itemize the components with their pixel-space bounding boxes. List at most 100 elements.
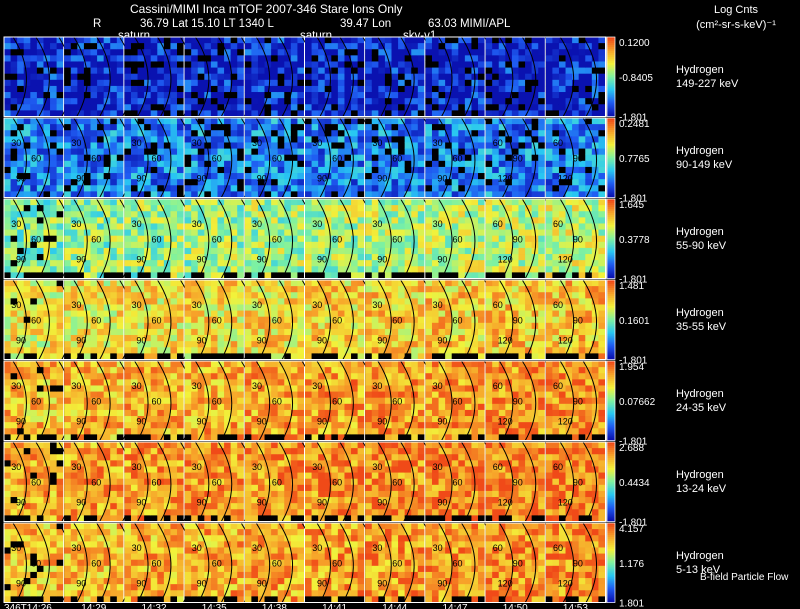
heatmap-pixel (184, 173, 192, 180)
heatmap-pixel (331, 98, 339, 105)
heatmap-pixel (56, 335, 64, 342)
heatmap-pixel (552, 211, 560, 218)
heatmap-pixel (525, 229, 533, 237)
heatmap-pixel (558, 191, 566, 198)
heatmap-pixel (357, 37, 365, 44)
heatmap-pixel (137, 211, 145, 218)
heatmap-pixel (284, 211, 292, 218)
heatmap-pixel (64, 335, 72, 342)
heatmap-pixel (572, 79, 580, 87)
colorbar-step (607, 133, 615, 137)
heatmap-pixel (56, 49, 64, 56)
heatmap-pixel (451, 142, 459, 149)
heatmap-pixel (230, 223, 238, 230)
heatmap-pixel (4, 341, 11, 348)
heatmap-pixel (277, 254, 285, 261)
heatmap-pixel (197, 136, 205, 143)
heatmap-pixel (525, 49, 533, 56)
heatmap-pixel (485, 322, 493, 330)
colorbar-step (607, 110, 615, 114)
heatmap-pixel (384, 185, 392, 192)
heatmap-pixel (538, 73, 546, 81)
heatmap-pixel (518, 254, 526, 261)
heatmap-pixel (404, 148, 412, 156)
heatmap-pixel (445, 241, 453, 249)
heatmap-pixel (64, 166, 72, 174)
heatmap-pixel (451, 173, 459, 180)
heatmap-pixel (451, 55, 459, 62)
heatmap-pixel (184, 79, 192, 87)
heatmap-pixel (237, 272, 245, 279)
heatmap-pixel (77, 73, 85, 81)
heatmap-pixel (357, 247, 365, 255)
heatmap-pixel (124, 61, 132, 68)
heatmap-pixel (103, 272, 111, 279)
heatmap-pixel (518, 37, 526, 44)
contour-line (582, 117, 597, 198)
heatmap-pixel (257, 353, 265, 360)
heatmap-pixel (50, 118, 58, 125)
heatmap-pixel (411, 154, 419, 162)
heatmap-pixel (150, 55, 158, 62)
heatmap-pixel (137, 304, 145, 311)
heatmap-pixel (324, 280, 332, 287)
heatmap-pixel (90, 173, 98, 180)
heatmap-pixel (478, 92, 485, 99)
heatmap-pixel (64, 92, 72, 99)
heatmap-pixel (305, 217, 312, 224)
heatmap-pixel (217, 98, 225, 105)
heatmap-pixel (357, 341, 365, 348)
heatmap-pixel (357, 73, 365, 81)
heatmap-pixel (271, 142, 279, 149)
heatmap-pixel (284, 316, 292, 324)
heatmap-pixel (103, 223, 111, 230)
heatmap-pixel (518, 85, 526, 93)
heatmap-pixel (471, 229, 479, 237)
heatmap-pixel (90, 347, 98, 354)
heatmap-pixel (50, 217, 58, 224)
heatmap-pixel (505, 79, 513, 87)
heatmap-pixel (411, 49, 419, 56)
heatmap-pixel (191, 118, 199, 125)
heatmap-pixel (70, 328, 78, 336)
heatmap-pixel (431, 67, 439, 75)
contour-label: 90 (76, 174, 86, 184)
heatmap-pixel (210, 148, 218, 156)
heatmap-pixel (318, 292, 326, 299)
heatmap-pixel (224, 142, 232, 149)
heatmap-pixel (284, 136, 292, 143)
heatmap-pixel (217, 166, 225, 174)
heatmap-pixel (324, 166, 332, 174)
heatmap-pixel (498, 104, 506, 111)
heatmap-pixel (538, 55, 546, 62)
heatmap-pixel (331, 110, 339, 117)
heatmap-pixel (90, 92, 98, 99)
heatmap-pixel (170, 199, 178, 206)
heatmap-pixel (110, 130, 118, 137)
heatmap-pixel (357, 136, 365, 143)
heatmap-pixel (311, 92, 319, 99)
heatmap-pixel (505, 173, 513, 180)
heatmap-pixel (431, 328, 439, 336)
heatmap-pixel (297, 37, 305, 44)
heatmap-pixel (204, 280, 212, 287)
heatmap-pixel (417, 335, 425, 342)
heatmap-pixel (464, 61, 472, 68)
heatmap-pixel (184, 260, 192, 267)
heatmap-pixel (552, 254, 560, 261)
heatmap-pixel (56, 254, 64, 261)
heatmap-pixel (344, 166, 352, 174)
heatmap-pixel (70, 310, 78, 318)
heatmap-pixel (591, 104, 599, 111)
heatmap-pixel (578, 98, 586, 105)
heatmap-pixel (525, 160, 533, 168)
heatmap-pixel (144, 280, 152, 287)
heatmap-pixel (552, 160, 560, 168)
heatmap-pixel (157, 85, 165, 93)
heatmap-pixel (23, 199, 31, 206)
heatmap-pixel (351, 148, 359, 156)
heatmap-pixel (150, 37, 158, 44)
heatmap-pixel (445, 347, 453, 354)
heatmap-pixel (357, 328, 365, 336)
heatmap-pixel (464, 118, 472, 125)
